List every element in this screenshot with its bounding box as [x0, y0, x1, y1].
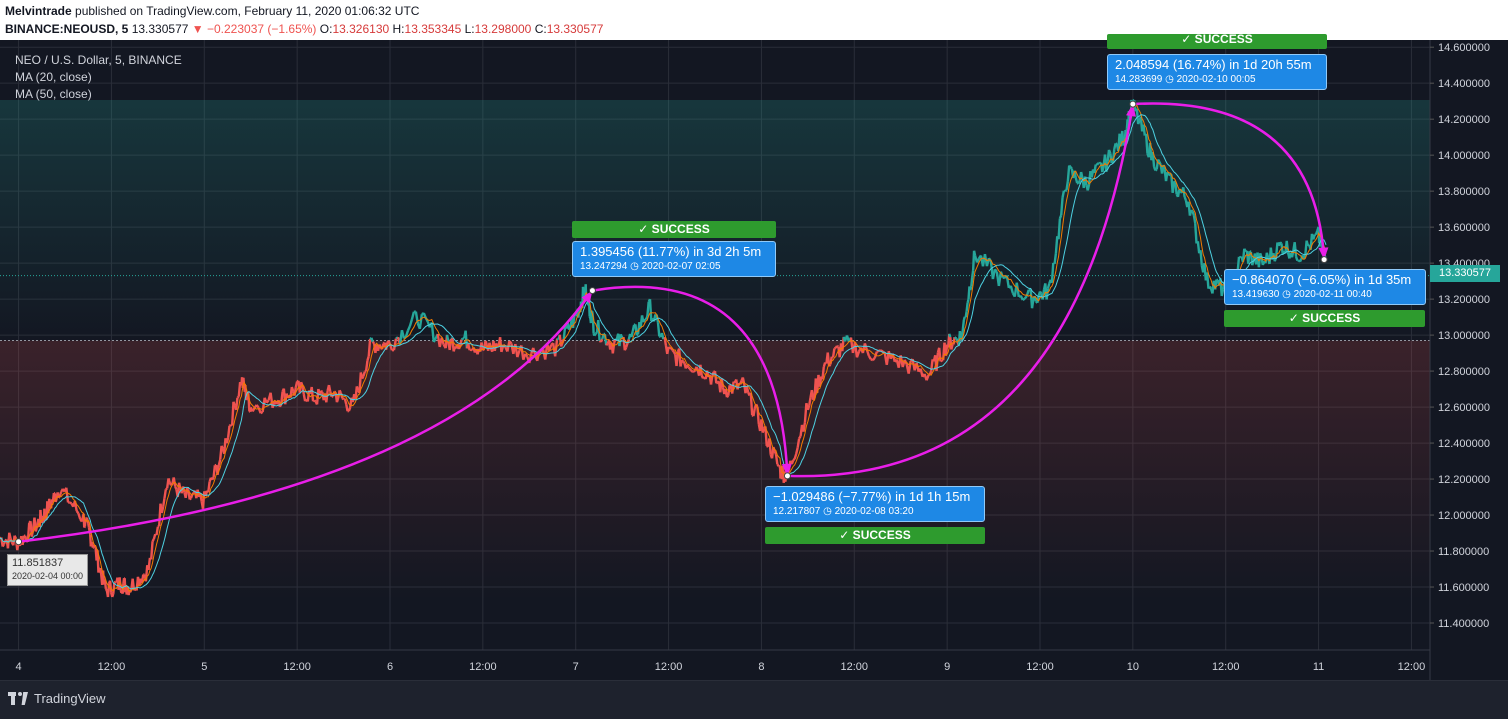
clock-icon: ◷ [1282, 289, 1291, 300]
brand-label: TradingView [34, 691, 106, 706]
last-price: 13.330577 [132, 22, 189, 36]
anchor-point [1130, 101, 1136, 107]
success-badge-1: ✓ SUCCESS [572, 221, 776, 238]
anchor-point [589, 288, 595, 294]
low-value: 13.298000 [475, 22, 532, 36]
x-tick-label: 8 [758, 661, 764, 673]
y-tick-label: 14.400000 [1438, 78, 1490, 90]
y-tick-label: 12.000000 [1438, 510, 1490, 522]
legend-ma50[interactable]: MA (50, close) [15, 86, 182, 103]
success-badge-4: ✓ SUCCESS [1224, 310, 1425, 327]
legend-title: NEO / U.S. Dollar, 5, BINANCE [15, 52, 182, 69]
anchor-point [1321, 257, 1327, 263]
x-tick-label: 10 [1127, 661, 1139, 673]
measure-label-3[interactable]: 2.048594 (16.74%) in 1d 20h 55m 14.28369… [1107, 54, 1327, 90]
y-tick-label: 12.200000 [1438, 474, 1490, 486]
measure-label-2[interactable]: −1.029486 (−7.77%) in 1d 1h 15m 12.21780… [765, 486, 985, 522]
y-tick-label: 13.000000 [1438, 330, 1490, 342]
clock-icon: ◷ [630, 261, 639, 272]
x-tick-label: 12:00 [1212, 661, 1240, 673]
x-tick-label: 9 [944, 661, 950, 673]
symbol-label: BINANCE:NEOUSD, 5 [5, 22, 128, 36]
y-tick-label: 14.200000 [1438, 114, 1490, 126]
success-badge-2: ✓ SUCCESS [765, 527, 985, 544]
tradingview-brand[interactable]: TradingView [8, 691, 106, 706]
x-tick-label: 11 [1313, 661, 1324, 673]
close-value: 13.330577 [547, 22, 604, 36]
y-tick-label: 13.600000 [1438, 222, 1490, 234]
y-tick-label: 13.800000 [1438, 186, 1490, 198]
y-tick-label: 14.600000 [1438, 42, 1490, 54]
anchor-point [784, 473, 790, 479]
x-tick-label: 12:00 [841, 661, 869, 673]
x-tick-label: 12:00 [98, 661, 126, 673]
x-tick-label: 12:00 [1026, 661, 1054, 673]
legend-ma20[interactable]: MA (20, close) [15, 69, 182, 86]
x-tick-label: 7 [573, 661, 579, 673]
y-tick-label: 13.200000 [1438, 294, 1490, 306]
y-tick-label: 14.000000 [1438, 150, 1490, 162]
change-value: ▼ −0.223037 (−1.65%) [192, 22, 317, 36]
open-value: 13.326130 [332, 22, 389, 36]
high-value: 13.353345 [405, 22, 462, 36]
x-tick-label: 12:00 [469, 661, 497, 673]
time-axis[interactable]: 4 12:00 5 12:00 6 12:00 7 12:00 8 12:00 9 12:00 10 12… [16, 661, 1426, 673]
x-tick-label: 5 [201, 661, 207, 673]
x-tick-label: 12:00 [283, 661, 311, 673]
clock-icon: ◷ [823, 506, 832, 517]
x-tick-label: 12:00 [655, 661, 683, 673]
clock-icon: ◷ [1165, 74, 1174, 85]
anchor-point [16, 539, 22, 545]
x-tick-label: 6 [387, 661, 393, 673]
tradingview-logo-icon [8, 692, 28, 705]
measure-label-1[interactable]: 1.395456 (11.77%) in 3d 2h 5m 13.247294 … [572, 241, 776, 277]
area-fill [0, 100, 1430, 601]
y-tick-label: 12.400000 [1438, 438, 1490, 450]
footer-bar: TradingView [0, 680, 1508, 719]
x-tick-label: 12:00 [1398, 661, 1426, 673]
ohlc-line: BINANCE:NEOUSD, 5 13.330577 ▼ −0.223037 … [5, 22, 603, 36]
publish-info: Melvintrade published on TradingView.com… [5, 4, 419, 18]
x-tick-label: 4 [16, 661, 22, 673]
start-price-label: 11.851837 2020-02-04 00:00 [7, 554, 88, 586]
price-axis[interactable]: 11.400000 11.600000 11.800000 12.000000 12.2… [1430, 42, 1490, 630]
chart-legend: NEO / U.S. Dollar, 5, BINANCE MA (20, cl… [15, 52, 182, 103]
publisher-name[interactable]: Melvintrade [5, 4, 72, 18]
y-tick-label: 11.400000 [1438, 618, 1489, 630]
measure-label-4[interactable]: −0.864070 (−6.05%) in 1d 35m 13.419630 ◷… [1224, 269, 1426, 305]
success-badge-3: ✓ SUCCESS [1107, 34, 1327, 49]
current-price-tag: 13.330577 [1430, 265, 1500, 282]
y-tick-label: 11.600000 [1438, 582, 1489, 594]
publish-text: published on TradingView.com, February 1… [72, 4, 420, 18]
y-tick-label: 12.800000 [1438, 366, 1490, 378]
y-tick-label: 12.600000 [1438, 402, 1490, 414]
price-chart[interactable]: 11.400000 11.600000 11.800000 12.000000 12.2… [0, 40, 1508, 680]
y-tick-label: 11.800000 [1438, 546, 1489, 558]
